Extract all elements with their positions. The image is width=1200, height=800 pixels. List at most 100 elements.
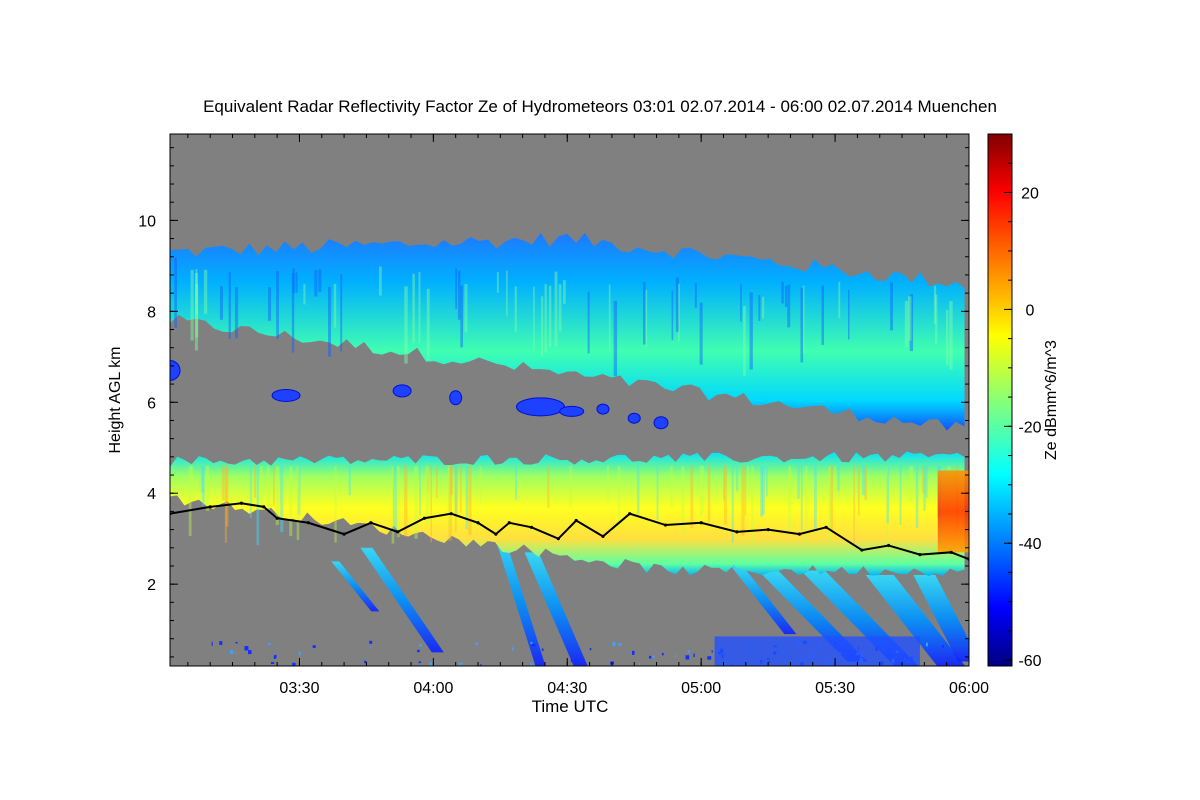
ground-clutter-pixel xyxy=(649,655,652,659)
cirrus-streak xyxy=(379,266,382,296)
ground-clutter-band xyxy=(714,636,920,666)
cirrus-streak xyxy=(533,286,535,352)
ground-clutter-pixel xyxy=(612,641,616,647)
ground-clutter-pixel xyxy=(234,651,236,654)
cirrus-streak xyxy=(194,272,199,351)
cirrus-streak xyxy=(821,285,824,345)
stratiform-streak xyxy=(746,465,750,497)
ground-clutter-pixel xyxy=(530,662,533,666)
stratiform-streak xyxy=(922,465,925,493)
x-tick-label: 04:00 xyxy=(413,680,453,697)
ground-clutter-pixel xyxy=(235,641,238,644)
x-axis-label: Time UTC xyxy=(531,697,609,716)
ground-clutter-pixel xyxy=(211,641,213,646)
stratiform-streak xyxy=(414,465,418,539)
cirrus-streak xyxy=(234,287,239,339)
ground-clutter-pixel xyxy=(541,648,544,652)
stratiform-streak xyxy=(266,465,270,512)
stratiform-streak xyxy=(454,465,458,518)
stratiform-streak xyxy=(864,465,867,501)
cirrus-streak xyxy=(800,287,804,363)
cloud-base-point xyxy=(275,516,279,520)
cirrus-streak xyxy=(203,269,208,315)
stratiform-streak xyxy=(656,465,659,521)
stratiform-streak xyxy=(690,465,694,528)
fall-streak xyxy=(360,547,444,653)
stratiform-streak xyxy=(736,465,739,492)
y-axis-label: Height AGL km xyxy=(107,346,124,454)
stratiform-streak xyxy=(924,465,928,498)
cloud-base-point xyxy=(342,532,346,536)
cloud-base-polyline xyxy=(170,502,969,561)
chart-title: Equivalent Radar Reflectivity Factor Ze … xyxy=(203,97,997,116)
colorbar-tick-label: 0 xyxy=(1026,302,1035,319)
stratiform-streak xyxy=(909,465,913,502)
stratiform-streak xyxy=(699,465,703,517)
cloud-base-point xyxy=(239,501,244,505)
cirrus-streak xyxy=(784,285,788,307)
stratiform-streak xyxy=(200,465,205,493)
cloud-base-point xyxy=(797,532,801,536)
stratiform-streak xyxy=(468,465,472,535)
stratiform-streak xyxy=(280,465,284,533)
stratiform-streak xyxy=(450,465,453,496)
cirrus-streak xyxy=(904,300,909,348)
cirrus-streak xyxy=(292,268,295,294)
stratiform-streak xyxy=(606,465,610,502)
cloud-base-point xyxy=(449,512,453,516)
stratiform-streak xyxy=(465,465,469,530)
cirrus-streak xyxy=(219,286,223,320)
stratiform-streak xyxy=(731,465,734,543)
stratiform-streak xyxy=(670,465,673,509)
cirrus-streak xyxy=(758,294,761,321)
stratiform-streak xyxy=(886,465,889,546)
y-tick-label: 4 xyxy=(147,486,156,503)
cirrus-streak xyxy=(276,271,279,339)
cloud-base-point xyxy=(208,505,212,509)
ground-clutter-pixel xyxy=(618,643,622,646)
ground-clutter-pixel xyxy=(511,647,514,651)
mid-level-patch xyxy=(515,397,565,417)
cirrus-streak xyxy=(587,291,590,354)
ground-clutter-pixel xyxy=(589,648,592,651)
ground-clutter-pixel xyxy=(685,655,690,660)
cloud-base-line xyxy=(170,501,969,561)
mid-level-patch xyxy=(271,388,301,402)
stratiform-streak xyxy=(221,465,225,501)
ground-clutter-pixel xyxy=(417,649,420,653)
cloud-base-point xyxy=(860,548,864,552)
cloud-base-point xyxy=(735,530,739,534)
stratiform-streak xyxy=(205,465,210,511)
cloud-base-point xyxy=(262,505,266,509)
cirrus-streak xyxy=(404,286,408,364)
stratiform-streak xyxy=(396,465,400,538)
stratiform-streak xyxy=(723,465,727,526)
ground-clutter-pixel xyxy=(312,645,316,648)
ground-clutter-pixel xyxy=(219,641,223,645)
mid-level-patch xyxy=(653,416,669,430)
ground-clutter-pixel xyxy=(687,650,691,653)
ground-clutter-pixel xyxy=(475,642,479,645)
ground-clutter-pixel xyxy=(428,662,433,666)
cirrus-streak xyxy=(514,286,517,333)
cirrus-streak xyxy=(694,283,697,308)
stratiform-streak xyxy=(455,465,457,533)
cloud-base-point xyxy=(628,512,632,516)
cirrus-streak xyxy=(418,272,421,343)
plot-frame xyxy=(169,133,970,667)
colorbar-label: Ze dBmm^6/m^3 xyxy=(1043,340,1060,460)
cirrus-streak xyxy=(838,281,841,319)
cirrus-streak xyxy=(802,285,805,354)
ground-clutter-pixel xyxy=(267,643,272,645)
cirrus-streak xyxy=(464,284,468,333)
cloud-base-point xyxy=(494,532,498,536)
cirrus-streak xyxy=(562,280,566,304)
ground-clutter-pixel xyxy=(652,655,655,658)
cirrus-streak xyxy=(907,296,912,341)
cirrus-streak xyxy=(699,302,703,365)
cirrus-streak xyxy=(949,301,953,370)
stratiform-streak xyxy=(430,465,432,543)
cirrus-streak xyxy=(228,272,231,339)
cirrus-streak xyxy=(848,289,850,340)
stratiform-streak xyxy=(419,465,421,516)
